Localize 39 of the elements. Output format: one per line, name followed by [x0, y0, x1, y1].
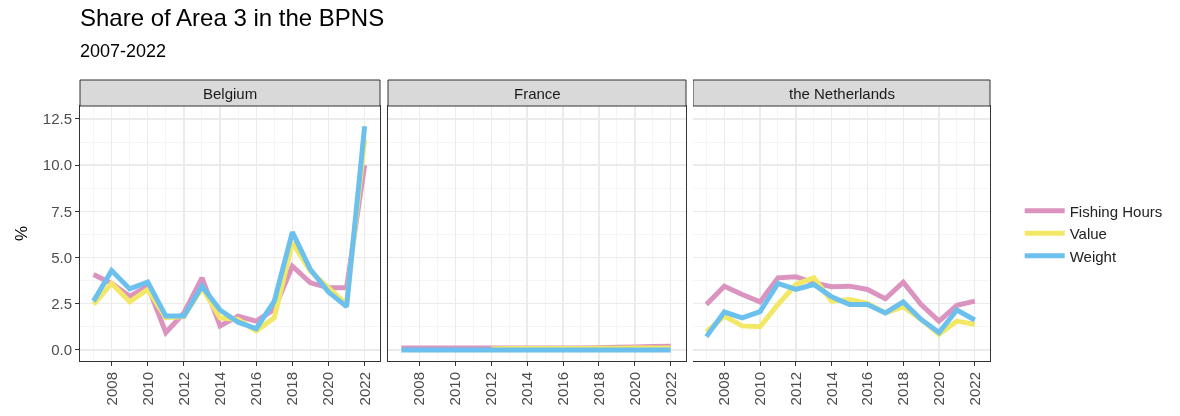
x-tick-label: 2008	[410, 372, 428, 406]
x-tick-label: 2008	[715, 372, 733, 406]
x-tick-label: 2020	[319, 372, 337, 406]
x-tick-label: 2016	[553, 372, 571, 406]
x-tick-label: 2014	[210, 372, 228, 406]
legend-label: Value	[1069, 225, 1107, 243]
x-tick-label: 2012	[174, 372, 192, 406]
text: Share of Area 3 in the BPNS	[80, 4, 385, 32]
y-tick-label: 10.0	[42, 156, 72, 174]
x-tick-label: 2012	[482, 372, 500, 406]
chart-title: France	[514, 85, 561, 102]
x-tick-label: 2016	[247, 372, 265, 406]
y-axis-title: %	[12, 225, 32, 242]
x-tick-label: 2022	[355, 372, 373, 406]
text: 2007-2022	[80, 41, 167, 62]
legend-label: Weight	[1069, 247, 1117, 265]
y-tick-label: 0.0	[51, 341, 72, 359]
chart-title: Belgium	[203, 85, 258, 102]
y-tick-label: 12.5	[42, 110, 72, 128]
x-tick-label: 2018	[283, 372, 301, 406]
x-tick-label: 2020	[625, 372, 643, 406]
x-tick-label: 2020	[929, 372, 947, 406]
x-tick-label: 2014	[518, 372, 536, 406]
x-tick-label: 2014	[822, 372, 840, 406]
x-tick-label: 2010	[138, 372, 156, 406]
x-tick-label: 2018	[894, 372, 912, 406]
y-tick-label: 5.0	[51, 248, 72, 266]
x-tick-label: 2018	[589, 372, 607, 406]
x-tick-label: 2010	[446, 372, 464, 406]
y-tick-label: 7.5	[51, 202, 72, 220]
x-tick-label: 2022	[965, 372, 983, 406]
x-tick-label: 2010	[750, 372, 768, 406]
x-tick-label: 2016	[858, 372, 876, 406]
chart-title: the Netherlands	[789, 85, 895, 102]
legend-label: Fishing Hours	[1069, 202, 1163, 220]
x-tick-label: 2008	[102, 372, 120, 406]
y-tick-label: 2.5	[51, 294, 72, 312]
x-tick-label: 2022	[661, 372, 679, 406]
x-tick-label: 2012	[786, 372, 804, 406]
